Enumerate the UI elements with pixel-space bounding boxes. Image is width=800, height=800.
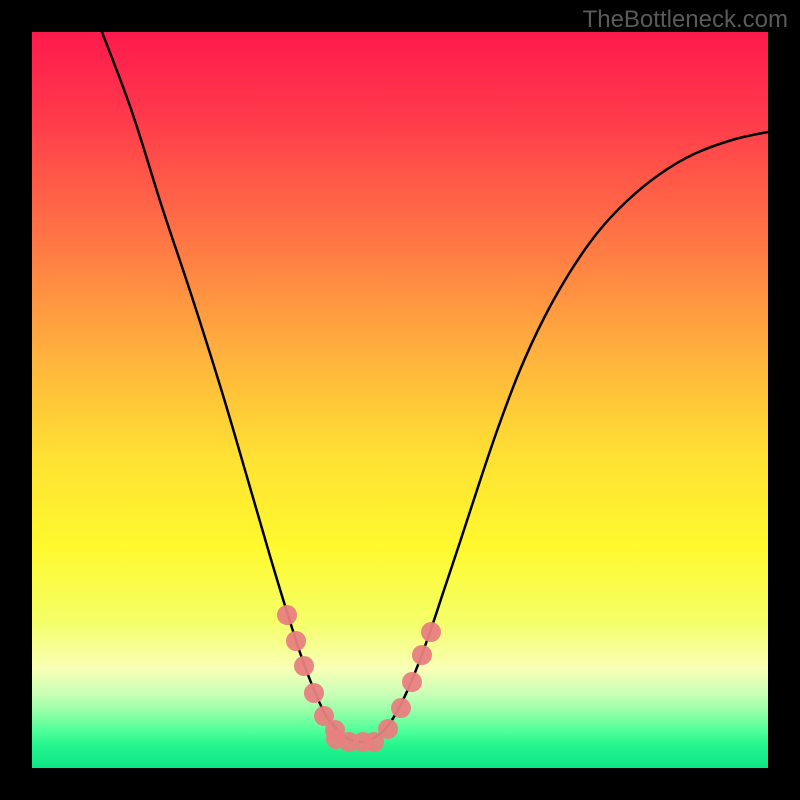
chart-stage: TheBottleneck.com (0, 0, 800, 800)
valley-marker-dot (412, 645, 432, 665)
valley-marker-dot (277, 605, 297, 625)
valley-marker-dot (378, 719, 398, 739)
gradient-panel (32, 32, 768, 768)
valley-marker-dot (391, 698, 411, 718)
valley-marker-dot (421, 622, 441, 642)
curve-overlay (32, 32, 768, 768)
valley-marker-dot (286, 631, 306, 651)
valley-marker-group (277, 605, 441, 752)
valley-marker-dot (402, 672, 422, 692)
watermark-text: TheBottleneck.com (583, 6, 788, 34)
valley-marker-dot (294, 656, 314, 676)
valley-marker-dot (304, 683, 324, 703)
